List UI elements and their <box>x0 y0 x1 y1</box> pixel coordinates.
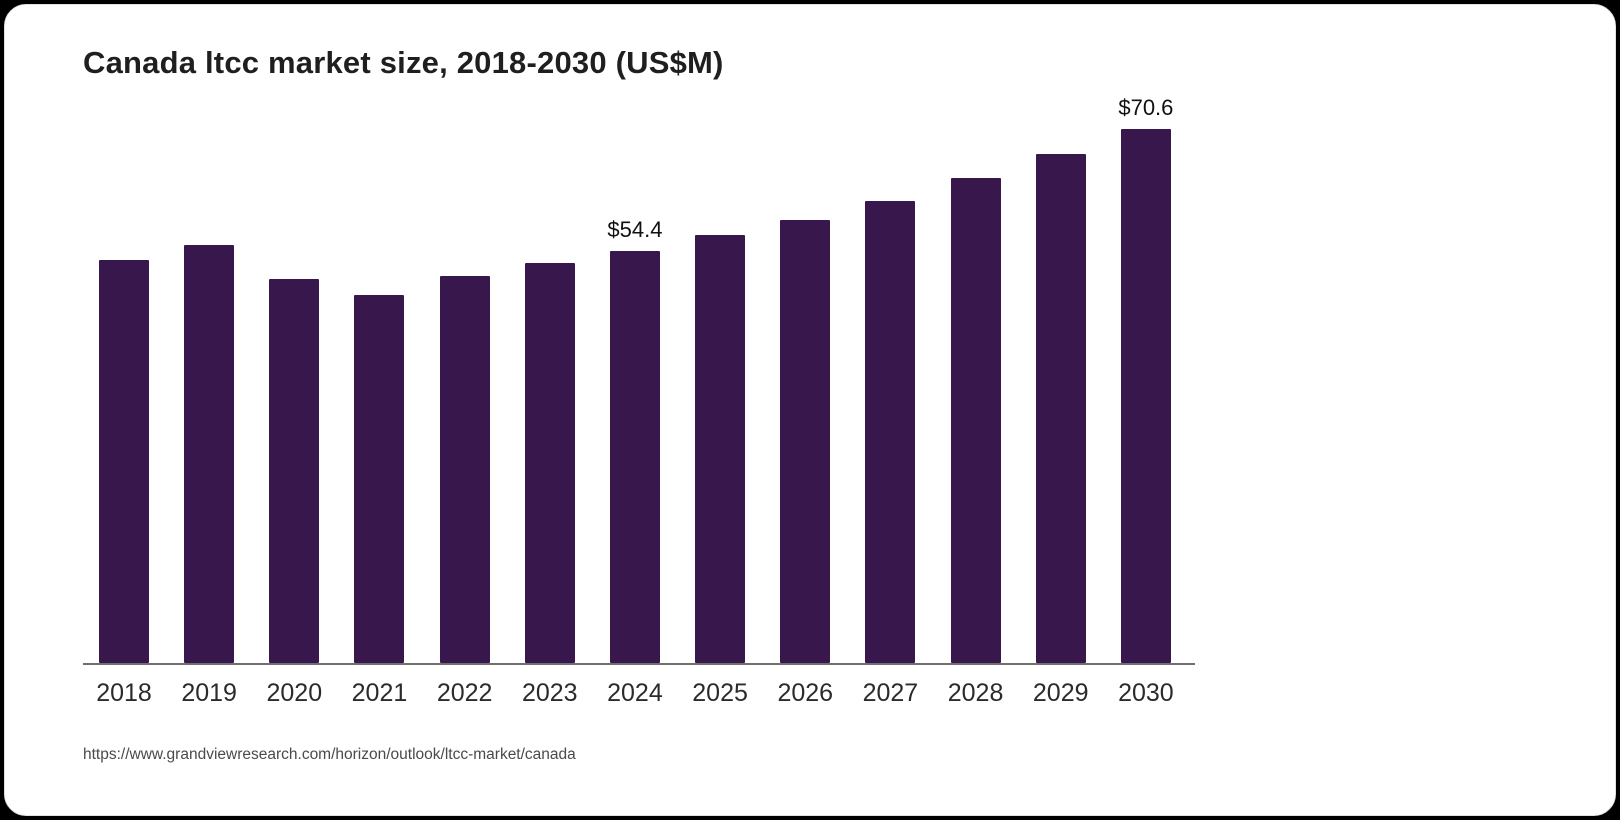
bar-2019 <box>184 245 235 663</box>
bar-2030: $70.6 <box>1118 95 1173 663</box>
bar-2025 <box>695 235 746 663</box>
x-tick-2026: 2026 <box>777 679 834 707</box>
bar-2020 <box>269 279 320 663</box>
x-tick-2019: 2019 <box>181 679 237 707</box>
bar-2029 <box>1035 154 1086 663</box>
x-tick-2030: 2030 <box>1118 679 1174 707</box>
bar-2018 <box>99 260 149 663</box>
x-tick-2021: 2021 <box>351 679 408 707</box>
bar-2023 <box>524 263 575 663</box>
chart-card: Canada ltcc market size, 2018-2030 (US$M… <box>4 4 1616 816</box>
source-url: https://www.grandviewresearch.com/horizo… <box>83 746 576 763</box>
x-tick-2029: 2029 <box>1032 679 1089 707</box>
bar-2021 <box>354 295 405 663</box>
bar-2028 <box>950 178 1001 663</box>
x-tick-2028: 2028 <box>947 679 1004 707</box>
x-tick-2024: 2024 <box>607 679 663 707</box>
x-tick-2018: 2018 <box>96 679 152 707</box>
x-tick-2027: 2027 <box>862 679 919 707</box>
x-axis: 2018 2019 2020 2021 2022 2023 2024 2025 2026 2027… <box>83 679 1195 708</box>
bar-value-label-2024: $54.4 <box>607 217 663 242</box>
bar-2027 <box>865 201 916 663</box>
bar-value-label-2030: $70.6 <box>1118 95 1174 120</box>
x-tick-2022: 2022 <box>436 679 493 707</box>
x-tick-2020: 2020 <box>266 679 323 707</box>
x-tick-2023: 2023 <box>521 679 578 707</box>
x-tick-2025: 2025 <box>692 679 748 707</box>
bar-2024: $54.4 <box>607 217 662 663</box>
chart-area: $54.4 $70.6 2018 2019 2020 2021 2022 2023 2024 2… <box>83 95 1195 708</box>
plot-area: $54.4 $70.6 <box>83 95 1195 665</box>
bar-2026 <box>780 220 831 663</box>
bar-2022 <box>439 276 490 663</box>
chart-title: Canada ltcc market size, 2018-2030 (US$M… <box>83 45 724 80</box>
